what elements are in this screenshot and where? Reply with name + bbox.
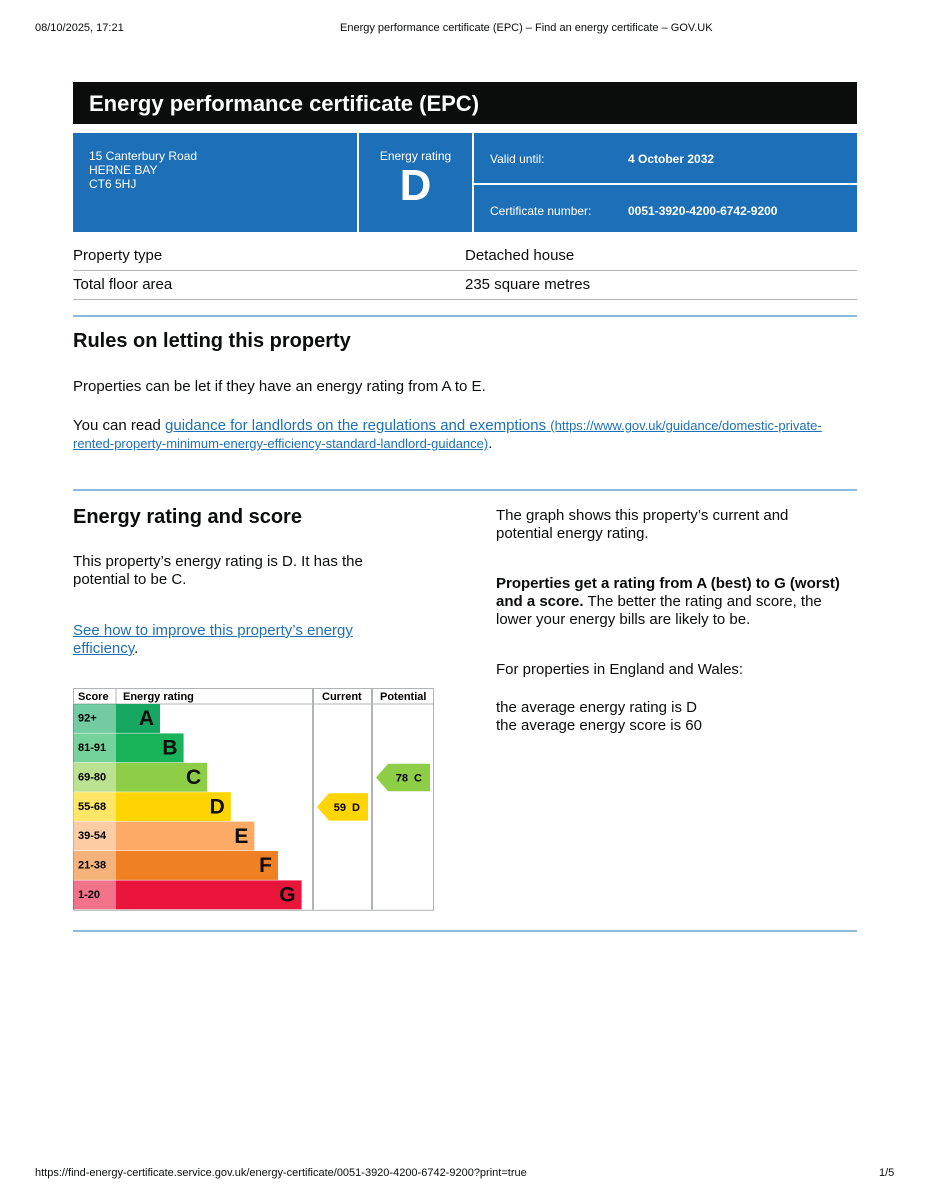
row-line	[73, 270, 857, 271]
rating-bar	[116, 704, 160, 733]
valid-value: 4 October 2032	[628, 152, 715, 166]
link-url: (https://www.gov.uk/guidance/domestic-pr…	[73, 418, 822, 451]
column-header: Current	[322, 691, 362, 703]
improve-link[interactable]: See how to improve this property’s energ…	[73, 622, 353, 657]
rules-link-paragraph: You can read guidance for landlords on t…	[73, 417, 857, 453]
property-key: Total floor area	[73, 276, 173, 293]
page-number: 1/5	[879, 1167, 895, 1179]
row-line	[73, 299, 857, 300]
header-bar: Energy performance certificate (EPC)	[73, 82, 857, 124]
section-line	[73, 489, 857, 491]
property-key: Property type	[73, 247, 163, 264]
band-letter: E	[234, 825, 248, 848]
score-range: 21-38	[78, 860, 106, 872]
rating-label: Energy rating	[379, 149, 452, 163]
band-letter: G	[279, 884, 295, 907]
column-header: Score	[78, 691, 109, 703]
score-range: 1-20	[78, 889, 100, 901]
energy-heading: Energy rating and score	[73, 506, 302, 528]
graph-text: The graph shows this property’s current …	[496, 507, 789, 542]
score-range: 92+	[78, 713, 97, 725]
score-range: 69-80	[78, 771, 106, 783]
score-range: 81-91	[78, 742, 106, 754]
text: You can read	[73, 417, 166, 434]
text: .	[488, 435, 493, 452]
link-text: guidance for landlords on the regulation…	[165, 417, 547, 434]
section-line	[73, 315, 857, 317]
rules-text: Properties can be let if they have an en…	[73, 378, 486, 395]
score-range: 39-54	[78, 830, 107, 842]
rating-bar	[116, 792, 231, 822]
potential-score: 78	[396, 772, 408, 784]
potential-arrow	[376, 763, 430, 792]
average-rating: the average energy rating is D	[496, 699, 697, 716]
current-arrow	[317, 793, 368, 821]
score-cell	[73, 792, 116, 822]
header-title: Energy performance certificate (EPC)	[89, 91, 480, 116]
rating-bar	[116, 733, 184, 763]
energy-text: This property’s energy rating is D. It h…	[73, 553, 363, 588]
rating-bar	[116, 762, 208, 792]
score-cell	[73, 821, 116, 851]
rating-explainer: Properties get a rating from A (best) to…	[496, 575, 858, 629]
address-line: 15 Canterbury Road	[89, 149, 198, 163]
cert-label: Certificate number:	[490, 204, 592, 218]
bold-text: Properties get a rating from A (best) to…	[496, 575, 840, 610]
rules-heading: Rules on letting this property	[73, 330, 351, 352]
rating-box: Energy rating D	[359, 133, 472, 232]
average-score: the average energy score is 60	[496, 717, 702, 734]
epc-graph: Score Energy rating Current Potential 92+ A 81…	[73, 688, 434, 911]
score-range: 55-68	[78, 801, 106, 813]
band-letter: D	[210, 795, 225, 818]
property-value: Detached house	[465, 247, 575, 264]
potential-letter: C	[414, 772, 422, 784]
rating-bar	[116, 821, 255, 851]
address-line: CT6 5HJ	[89, 177, 137, 191]
score-cell	[73, 880, 116, 910]
property-value: 235 square metres	[465, 276, 591, 293]
band-letter: A	[139, 707, 154, 730]
score-cell	[73, 762, 116, 792]
rating-bar	[116, 880, 302, 910]
current-score: 59	[334, 802, 346, 814]
band-letter: F	[259, 854, 272, 877]
valid-box: Valid until: 4 October 2032	[474, 133, 857, 183]
print-date: 08/10/2025, 17:21	[35, 22, 124, 34]
band-letter: B	[162, 737, 177, 760]
guidance-link[interactable]: guidance for landlords on the regulation…	[73, 417, 822, 452]
band-letter: C	[186, 766, 201, 789]
score-cell	[73, 851, 116, 880]
score-cell	[73, 733, 116, 763]
rating-letter: D	[399, 161, 432, 210]
address-line: HERNE BAY	[89, 163, 158, 177]
section-line	[73, 930, 857, 932]
column-header: Potential	[380, 691, 426, 703]
current-letter: D	[352, 802, 360, 814]
cert-box: Certificate number: 0051-3920-4200-6742-…	[474, 185, 857, 232]
column-header: Energy rating	[123, 691, 194, 703]
cert-value: 0051-3920-4200-6742-9200	[628, 204, 778, 218]
england-text: For properties in England and Wales:	[496, 661, 744, 678]
improve-paragraph: See how to improve this property’s energ…	[73, 622, 393, 658]
valid-label: Valid until:	[490, 152, 545, 166]
score-cell	[73, 704, 116, 733]
address: 15 Canterbury Road HERNE BAY CT6 5HJ	[89, 149, 197, 191]
address-box: 15 Canterbury Road HERNE BAY CT6 5HJ	[73, 133, 357, 232]
text: .	[134, 640, 139, 657]
text: The better the rating and score, the low…	[496, 593, 822, 628]
print-title: Energy performance certificate (EPC) – F…	[340, 22, 713, 34]
footer-url: https://find-energy-certificate.service.…	[35, 1167, 527, 1179]
rating-bar	[116, 851, 278, 880]
